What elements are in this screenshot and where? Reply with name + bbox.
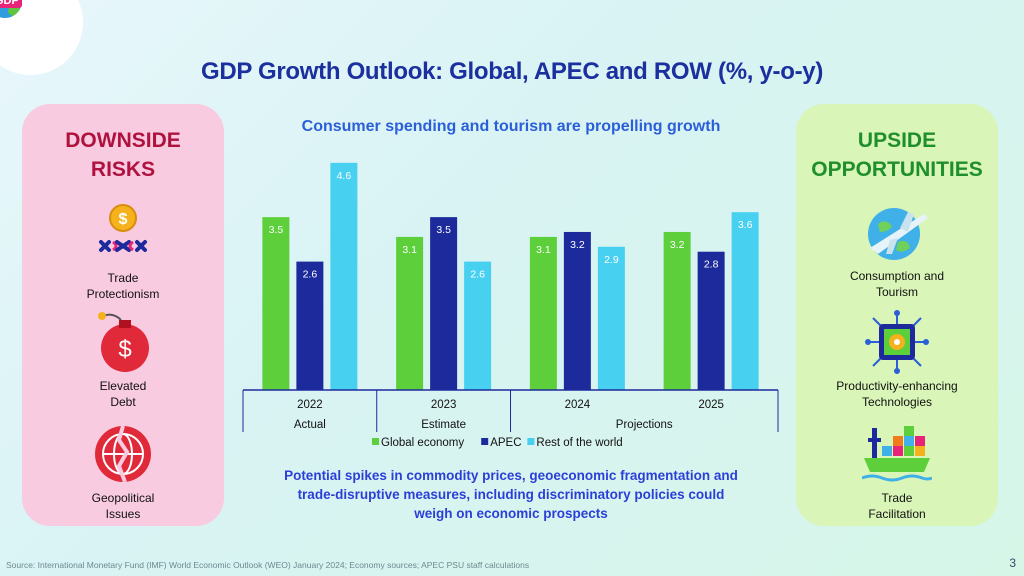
legend-swatch-global-economy <box>372 438 379 445</box>
bar-apec-2022 <box>296 261 324 390</box>
legend-swatch-rest-of-the-world <box>527 438 535 445</box>
downside-risks-panel: DOWNSIDE RISKS $ Trade Protectionism <box>22 104 224 526</box>
bar-global-economy-2023 <box>396 236 424 390</box>
x-group-label: Actual <box>294 419 326 431</box>
chart-subtitle: Consumer spending and tourism are propel… <box>301 118 721 135</box>
x-group-label: Estimate <box>421 419 466 431</box>
downside-risks-title: DOWNSIDE RISKS <box>65 129 181 181</box>
bar-rest-of-the-world-2025 <box>731 212 759 390</box>
x-tick-label: 2023 <box>431 399 457 411</box>
risk-item-geopolitical-issues: Geopolitical Issues <box>22 422 224 522</box>
data-label: 3.2 <box>670 239 685 251</box>
data-label: 3.1 <box>402 244 417 256</box>
airplane-globe-icon <box>864 202 930 264</box>
logo-badge: GDP <box>0 0 83 75</box>
data-label: 3.5 <box>436 224 451 236</box>
bar-global-economy-2022 <box>262 217 290 390</box>
data-label: 2.8 <box>704 259 719 271</box>
x-group-label: Projections <box>616 419 673 431</box>
chip-icon <box>865 310 929 374</box>
data-label: 2.9 <box>604 254 619 266</box>
legend-label-rest-of-the-world: Rest of the world <box>536 437 622 449</box>
source-note: Source: International Monetary Fund (IMF… <box>6 560 530 570</box>
bar-apec-2025 <box>697 251 725 390</box>
page-title: GDP Growth Outlook: Global, APEC and ROW… <box>200 58 824 85</box>
bar-global-economy-2024 <box>529 236 557 390</box>
data-label: 3.2 <box>570 239 585 251</box>
upside-opportunities-panel: UPSIDE OPPORTUNITIES Consumption and Tou… <box>796 104 998 526</box>
trade-protectionism-icon: $ <box>93 202 153 266</box>
risk-note: Potential spikes in commodity prices, ge… <box>284 468 738 521</box>
bar-rest-of-the-world-2024 <box>597 246 625 390</box>
data-label: 2.6 <box>470 269 485 281</box>
opportunity-item-trade-facilitation: Trade Facilitation <box>796 422 998 522</box>
svg-text:$: $ <box>119 211 128 228</box>
opportunity-item-productivity-technologies: Productivity-enhancing Technologies <box>796 310 998 410</box>
broken-globe-icon <box>91 422 155 486</box>
bar-rest-of-the-world-2022 <box>330 162 358 390</box>
bar-global-economy-2025 <box>663 231 691 390</box>
risk-item-elevated-debt: $ Elevated Debt <box>22 310 224 410</box>
x-tick-label: 2022 <box>297 399 323 411</box>
container-ship-icon <box>861 422 933 486</box>
legend-label-apec: APEC <box>490 437 521 449</box>
bar-rest-of-the-world-2023 <box>464 261 492 390</box>
upside-opportunities-title: UPSIDE OPPORTUNITIES <box>811 129 983 181</box>
bar-apec-2024 <box>563 231 591 390</box>
data-label: 3.6 <box>738 219 753 231</box>
data-label: 3.5 <box>269 224 284 236</box>
legend-label-global-economy: Global economy <box>381 437 464 449</box>
svg-text:$: $ <box>118 336 131 363</box>
bar-apec-2023 <box>430 217 458 390</box>
x-tick-label: 2024 <box>565 399 591 411</box>
data-label: 4.6 <box>337 170 352 182</box>
legend-swatch-apec <box>481 438 489 445</box>
opportunity-item-consumption-tourism: Consumption and Tourism <box>796 202 998 300</box>
data-label: 3.1 <box>536 244 551 256</box>
x-tick-label: 2025 <box>698 399 724 411</box>
risk-item-trade-protectionism: $ Trade Protectionism <box>22 202 224 302</box>
page-number: 3 <box>1009 556 1016 570</box>
data-label: 2.6 <box>303 269 318 281</box>
logo-label: GDP <box>0 0 22 8</box>
debt-bomb-icon: $ <box>91 310 155 374</box>
